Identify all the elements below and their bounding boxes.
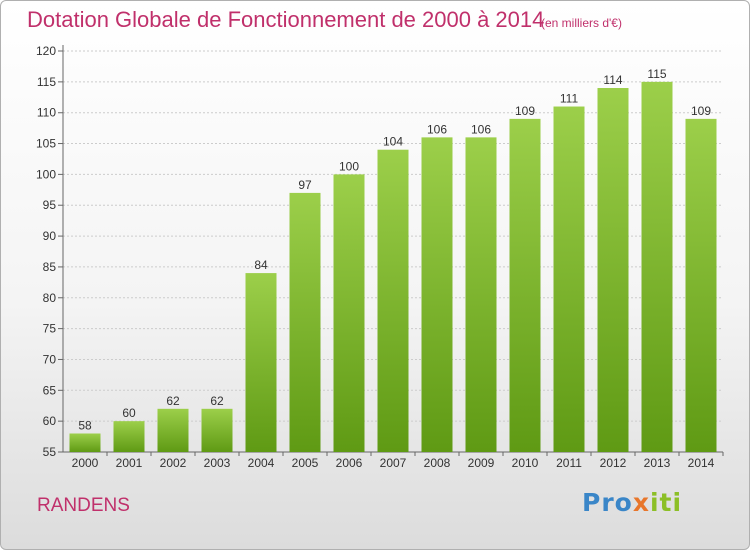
y-tick-label: 90 <box>43 229 57 243</box>
bar <box>685 118 717 452</box>
y-tick-label: 80 <box>43 291 57 305</box>
chart-title: Dotation Globale de Fonctionnement de 20… <box>27 7 545 32</box>
x-tick-label: 2000 <box>72 456 99 470</box>
y-tick-label: 70 <box>43 352 57 366</box>
x-tick-label: 2001 <box>116 456 143 470</box>
bar <box>201 408 233 452</box>
bar <box>465 137 497 452</box>
chart-unit: (en milliers d'€) <box>541 16 622 30</box>
bar <box>157 408 189 452</box>
data-label: 111 <box>560 92 579 106</box>
logo-part-1: Pro <box>582 488 633 517</box>
data-label: 84 <box>254 258 268 272</box>
data-label: 104 <box>383 135 403 149</box>
x-tick-label: 2013 <box>644 456 671 470</box>
x-tick-label: 2010 <box>512 456 539 470</box>
data-label: 106 <box>471 122 491 136</box>
data-label: 60 <box>122 406 136 420</box>
data-label: 62 <box>166 394 180 408</box>
data-label: 109 <box>515 104 535 118</box>
bar <box>333 174 365 452</box>
y-tick-label: 115 <box>37 75 56 89</box>
bar <box>377 149 409 452</box>
data-label: 114 <box>603 73 622 87</box>
logo-part-3: iti <box>649 488 683 517</box>
data-label: 62 <box>210 394 224 408</box>
x-tick-labels: 2000 2001 2002 2003 2004 2005 2006 2007 2008 2009… <box>72 452 724 470</box>
x-tick-label: 2007 <box>380 456 407 470</box>
bar <box>597 88 629 452</box>
y-tick-label: 55 <box>43 445 57 459</box>
y-tick-label: 120 <box>36 44 56 58</box>
y-tick-label: 110 <box>37 106 56 120</box>
bar <box>421 137 453 452</box>
data-label: 109 <box>691 104 711 118</box>
bar <box>509 118 541 452</box>
bar <box>289 192 321 452</box>
data-labels: 58 60 62 62 84 97 100 104 106 106 109 111 114 115 109 <box>78 67 711 433</box>
bar <box>553 106 585 453</box>
data-label: 58 <box>78 418 92 432</box>
data-label: 97 <box>298 178 312 192</box>
x-tick-label: 2004 <box>248 456 275 470</box>
bar <box>245 273 277 452</box>
bar <box>641 81 673 452</box>
proxiti-logo[interactable]: Proxiti <box>582 488 682 517</box>
data-label: 100 <box>339 159 359 173</box>
y-tick-label: 105 <box>36 137 56 151</box>
x-tick-label: 2009 <box>468 456 495 470</box>
grid-lines <box>58 50 723 453</box>
x-tick-label: 2003 <box>204 456 231 470</box>
y-tick-label: 75 <box>43 322 57 336</box>
y-tick-labels: 55 60 65 70 75 80 85 90 95 100 105 110 115 120 <box>36 44 56 459</box>
x-tick-label: 2002 <box>160 456 187 470</box>
x-tick-label: 2011 <box>556 456 582 470</box>
x-tick-label: 2008 <box>424 456 451 470</box>
y-tick-label: 100 <box>36 167 56 181</box>
y-tick-label: 65 <box>43 383 57 397</box>
bar <box>113 421 145 452</box>
y-tick-label: 95 <box>43 198 57 212</box>
y-tick-label: 85 <box>43 260 57 274</box>
bar <box>69 433 101 452</box>
bars <box>69 81 717 453</box>
data-label: 115 <box>647 67 666 81</box>
x-tick-label: 2005 <box>292 456 319 470</box>
x-tick-label: 2014 <box>688 456 715 470</box>
data-label: 106 <box>427 122 447 136</box>
y-tick-label: 60 <box>43 414 57 428</box>
x-tick-label: 2006 <box>336 456 363 470</box>
logo-part-2: x <box>632 488 650 517</box>
commune-name: RANDENS <box>37 495 130 516</box>
x-tick-label: 2012 <box>600 456 627 470</box>
